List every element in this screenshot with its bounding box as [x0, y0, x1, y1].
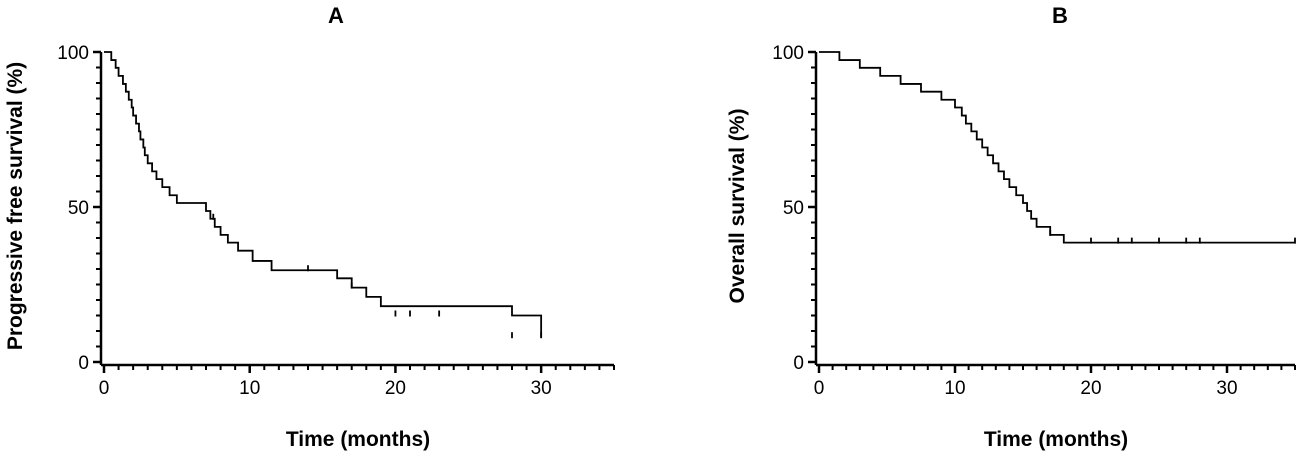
panel-a-y-tick-label: 0 [78, 353, 89, 374]
panel-a-y-axis-title: Progressive free survival (%) [4, 62, 27, 350]
panel-b-x-tick-label: 30 [1216, 378, 1237, 399]
panel-a-plot-area [104, 51, 543, 339]
panel-b-overall-survival: B Overall survival (%) Time (months) 0 10… [726, 3, 1296, 451]
panel-a-x-tick-label: 0 [99, 378, 110, 399]
panel-b-x-tick-label: 0 [814, 378, 825, 399]
panel-b-x-axis-title: Time (months) [984, 428, 1128, 451]
panel-a-label: A [328, 3, 344, 28]
panel-a-y-tick-label: 50 [68, 198, 89, 219]
panel-b-tick-labels: 0 10 20 30 0 50 100 [772, 43, 1237, 399]
panel-a-axes [93, 50, 615, 373]
panel-b-plot-area [819, 51, 1296, 244]
panel-b-y-tick-label: 0 [793, 353, 804, 374]
panel-b-axes [808, 50, 1296, 373]
panel-b-x-tick-label: 10 [944, 378, 965, 399]
panel-a-tick-labels: 0 10 20 30 0 50 100 [57, 43, 551, 399]
panel-b-survival-curve [819, 51, 1295, 244]
panel-a-survival-curve [104, 51, 543, 338]
panel-b-y-tick-label: 50 [783, 198, 804, 219]
panel-a-x-tick-label: 30 [531, 378, 552, 399]
panel-a-y-tick-label: 100 [57, 43, 89, 64]
panel-a-progression-free-survival: A Progressive free survival (%) Time (mo… [4, 3, 615, 451]
panel-b-label: B [1052, 3, 1068, 28]
panel-b-y-tick-label: 100 [772, 43, 804, 64]
panel-b-y-axis-title: Overall survival (%) [726, 109, 749, 304]
panel-a-x-axis-title: Time (months) [286, 428, 430, 451]
panel-b-x-tick-label: 20 [1080, 378, 1101, 399]
panel-a-x-tick-label: 20 [385, 378, 406, 399]
panel-a-x-tick-label: 10 [239, 378, 260, 399]
